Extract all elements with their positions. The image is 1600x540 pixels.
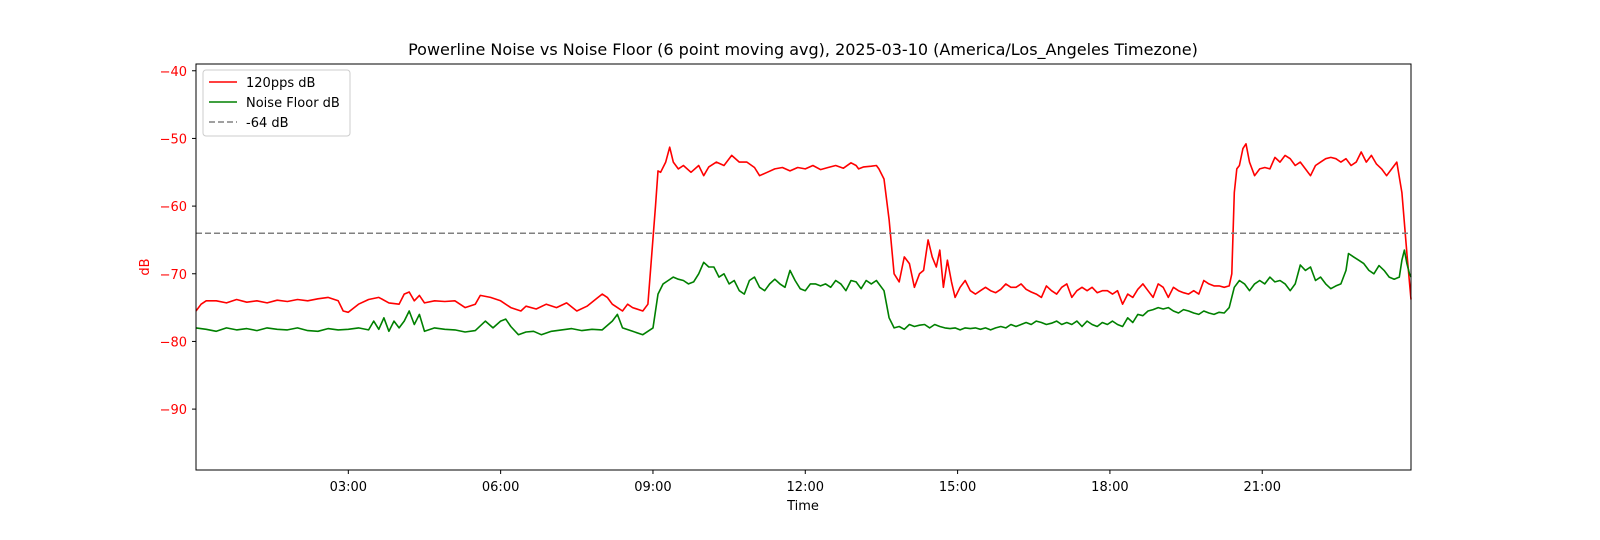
x-tick-label: 21:00	[1244, 480, 1281, 495]
y-tick-label: −80	[160, 335, 187, 350]
legend-label: Noise Floor dB	[246, 96, 340, 111]
x-tick-label: 18:00	[1091, 480, 1128, 495]
legend-label: -64 dB	[246, 116, 289, 131]
y-tick-label: −40	[160, 65, 187, 80]
y-axis: −40 −50 −60 −70 −80 −90	[160, 65, 196, 418]
x-axis: 03:00 06:00 09:00 12:00 15:00 18:00 21:00	[330, 470, 1281, 495]
y-tick-label: −50	[160, 132, 187, 147]
y-tick-label: −60	[160, 200, 187, 215]
y-tick-label: −90	[160, 403, 187, 418]
x-tick-label: 06:00	[482, 480, 519, 495]
chart-title: Powerline Noise vs Noise Floor (6 point …	[408, 40, 1198, 60]
x-tick-label: 03:00	[330, 480, 367, 495]
y-axis-label: dB	[138, 258, 153, 275]
legend: 120pps dB Noise Floor dB -64 dB	[202, 69, 351, 137]
series-line-1	[195, 249, 1412, 336]
x-tick-label: 09:00	[634, 480, 671, 495]
x-axis-label: Time	[786, 499, 819, 514]
x-tick-label: 15:00	[939, 480, 976, 495]
plot-frame	[195, 63, 1412, 471]
plot-area	[195, 143, 1412, 336]
legend-label: 120pps dB	[246, 76, 315, 91]
series-line-0	[195, 143, 1412, 314]
legend-box	[202, 69, 351, 137]
y-tick-label: −70	[160, 268, 187, 283]
x-tick-label: 12:00	[787, 480, 824, 495]
